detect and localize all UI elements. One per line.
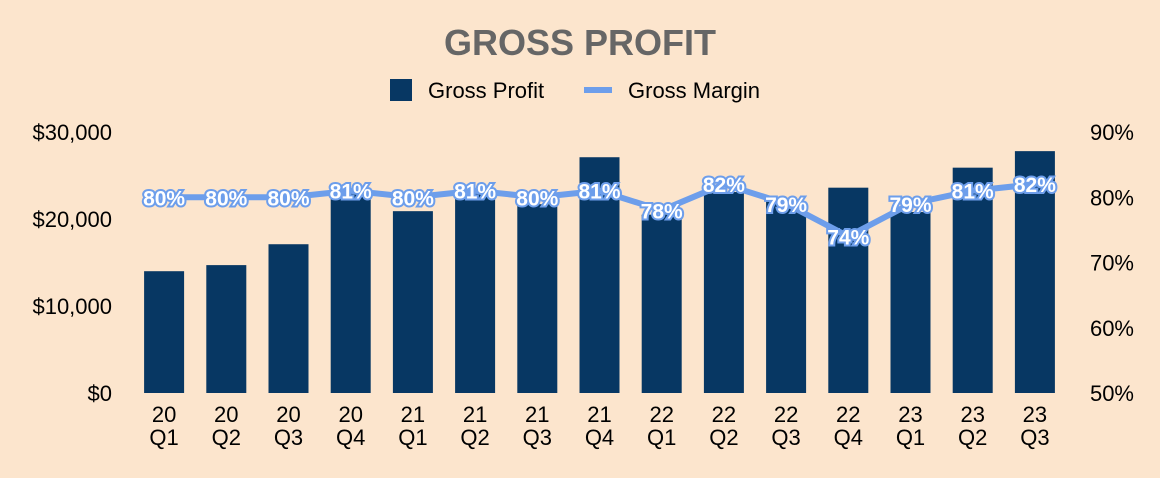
y-left-tick-label: $10,000 bbox=[32, 294, 112, 319]
data-label-gross-margin: 74% bbox=[827, 226, 869, 249]
x-tick-label: 22 Q4 bbox=[834, 402, 863, 450]
data-label-gross-margin: 81% bbox=[454, 181, 496, 204]
y-left-tick-label: $30,000 bbox=[32, 120, 112, 145]
bar-gross-profit bbox=[268, 244, 309, 393]
y-right-tick-label: 80% bbox=[1090, 185, 1134, 210]
line-gross-margin bbox=[161, 181, 1038, 240]
data-labels-gross-margin: 80% 80% 80% 81% 80% 81% 80% 81% 78% 82% 79% 74% 79% 8… bbox=[141, 172, 1058, 251]
data-label-gross-margin: 80% bbox=[143, 187, 185, 210]
line-series-gross-margin bbox=[161, 181, 1038, 240]
y-right-tick-label: 70% bbox=[1090, 251, 1134, 276]
data-label-gross-margin: 78% bbox=[641, 200, 683, 223]
data-label-gross-margin: 80% bbox=[516, 187, 558, 210]
x-axis: 20 Q1 20 Q2 20 Q3 20 Q4 21 Q1 21 Q2 21 Q3 21 Q4 22 Q1 22 Q2… bbox=[149, 402, 1049, 450]
chart-title: GROSS PROFIT bbox=[444, 22, 716, 63]
data-label-gross-margin: 79% bbox=[765, 194, 807, 217]
y-left-tick-label: $0 bbox=[88, 381, 112, 406]
bar-gross-profit bbox=[828, 187, 869, 393]
x-tick-label: 23 Q2 bbox=[958, 402, 987, 450]
data-label-gross-margin: 79% bbox=[889, 194, 931, 217]
bar-gross-profit bbox=[144, 271, 185, 393]
legend: Gross Profit Gross Margin bbox=[390, 78, 760, 103]
bar-gross-profit bbox=[766, 201, 807, 393]
x-tick-label: 21 Q2 bbox=[460, 402, 489, 450]
x-tick-label: 22 Q3 bbox=[771, 402, 800, 450]
bar-gross-profit bbox=[1014, 151, 1055, 393]
y-axis-right: 50% 60% 70% 80% 90% bbox=[1090, 120, 1134, 406]
bar-series-gross-profit bbox=[144, 151, 1055, 393]
legend-label-gross-margin: Gross Margin bbox=[628, 78, 760, 103]
x-tick-label: 22 Q2 bbox=[709, 402, 738, 450]
data-label-gross-margin: 80% bbox=[267, 187, 309, 210]
x-tick-label: 20 Q3 bbox=[274, 402, 303, 450]
y-left-tick-label: $20,000 bbox=[32, 207, 112, 232]
legend-swatch-gross-profit bbox=[390, 79, 412, 101]
x-tick-label: 21 Q4 bbox=[585, 402, 614, 450]
x-tick-label: 20 Q4 bbox=[336, 402, 365, 450]
data-label-gross-margin: 81% bbox=[578, 181, 620, 204]
bar-gross-profit bbox=[392, 211, 433, 393]
data-label-gross-margin: 80% bbox=[392, 187, 434, 210]
y-right-tick-label: 50% bbox=[1090, 381, 1134, 406]
bar-gross-profit bbox=[890, 212, 931, 393]
x-tick-label: 20 Q1 bbox=[149, 402, 178, 450]
x-tick-label: 21 Q3 bbox=[523, 402, 552, 450]
y-right-tick-label: 90% bbox=[1090, 120, 1134, 145]
x-tick-label: 21 Q1 bbox=[398, 402, 427, 450]
data-label-gross-margin: 81% bbox=[330, 181, 372, 204]
data-label-gross-margin: 82% bbox=[703, 174, 745, 197]
x-tick-label: 22 Q1 bbox=[647, 402, 676, 450]
bar-gross-profit bbox=[206, 265, 247, 393]
bar-gross-profit bbox=[330, 191, 371, 393]
legend-label-gross-profit: Gross Profit bbox=[428, 78, 544, 103]
y-right-tick-label: 60% bbox=[1090, 316, 1134, 341]
bar-gross-profit bbox=[517, 204, 558, 393]
bar-gross-profit bbox=[703, 192, 744, 393]
data-label-gross-margin: 82% bbox=[1014, 174, 1056, 197]
x-tick-label: 23 Q3 bbox=[1020, 402, 1049, 450]
data-label-gross-margin: 81% bbox=[952, 181, 994, 204]
x-tick-label: 20 Q2 bbox=[212, 402, 241, 450]
x-tick-label: 23 Q1 bbox=[896, 402, 925, 450]
bar-gross-profit bbox=[641, 214, 682, 393]
y-axis-left: $0 $10,000 $20,000 $30,000 bbox=[32, 120, 112, 406]
bar-gross-profit bbox=[455, 188, 496, 393]
data-label-gross-margin: 80% bbox=[205, 187, 247, 210]
legend-swatch-gross-margin bbox=[584, 87, 612, 93]
bar-gross-profit bbox=[952, 167, 993, 393]
